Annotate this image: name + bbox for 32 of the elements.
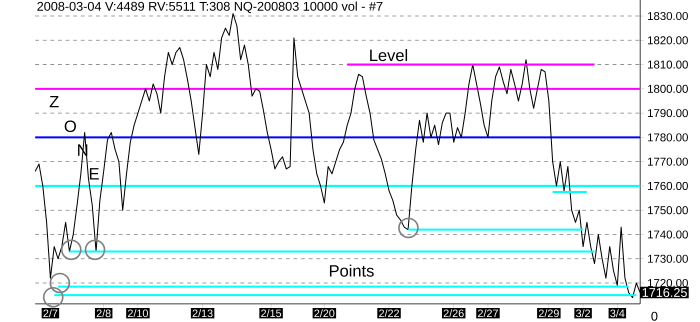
x-tick-label: 2/13 — [192, 309, 213, 318]
y-tick-label: 1750.00 — [648, 206, 688, 214]
annotation: Level — [370, 49, 408, 62]
y-tick-label: 1730.00 — [648, 254, 688, 263]
y-tick-label: 1790.00 — [648, 109, 688, 118]
x-tick-label: 2/29 — [538, 309, 559, 318]
text: 1716.25 — [642, 288, 687, 298]
x-tick-label: 2/8 — [96, 309, 111, 318]
y-tick-label: 1810.00 — [648, 60, 688, 69]
x-tick-label: 3/2 — [576, 309, 590, 318]
x-tick-label: 2/7 — [43, 309, 58, 318]
y-tick-label: 1770.00 — [648, 158, 688, 166]
x-tick-label: 2/20 — [314, 309, 334, 318]
annotation: Z — [50, 96, 59, 108]
y-tick-label: 1780.00 — [648, 133, 688, 142]
x-tick-label: 2/26 — [444, 309, 464, 318]
x-tick-label: 2/22 — [379, 309, 399, 318]
x-tick-label: 3/4 — [610, 309, 625, 318]
x-tick-label: 2/27 — [478, 309, 498, 318]
y-tick-label: 1830.00 — [648, 12, 688, 20]
y-tick-label: 1820.00 — [648, 36, 688, 44]
x-tick-label: 2/10 — [128, 309, 148, 318]
y-tick-label: 1740.00 — [648, 230, 688, 239]
chart-title: 2008-03-04 V:4489 RV:5511 T:308 NQ-200803 10000 vol - #7 — [37, 2, 382, 14]
y-tick-label: 1800.00 — [648, 84, 688, 93]
annotation: Points — [330, 264, 374, 277]
y-tick-label: 1720.00 — [648, 279, 688, 288]
text: 0 — [651, 312, 658, 321]
annotation: E — [90, 168, 99, 180]
annotation: O — [64, 120, 76, 132]
x-tick-label: 2/15 — [261, 309, 282, 318]
y-tick-label: 1760.00 — [648, 182, 688, 190]
